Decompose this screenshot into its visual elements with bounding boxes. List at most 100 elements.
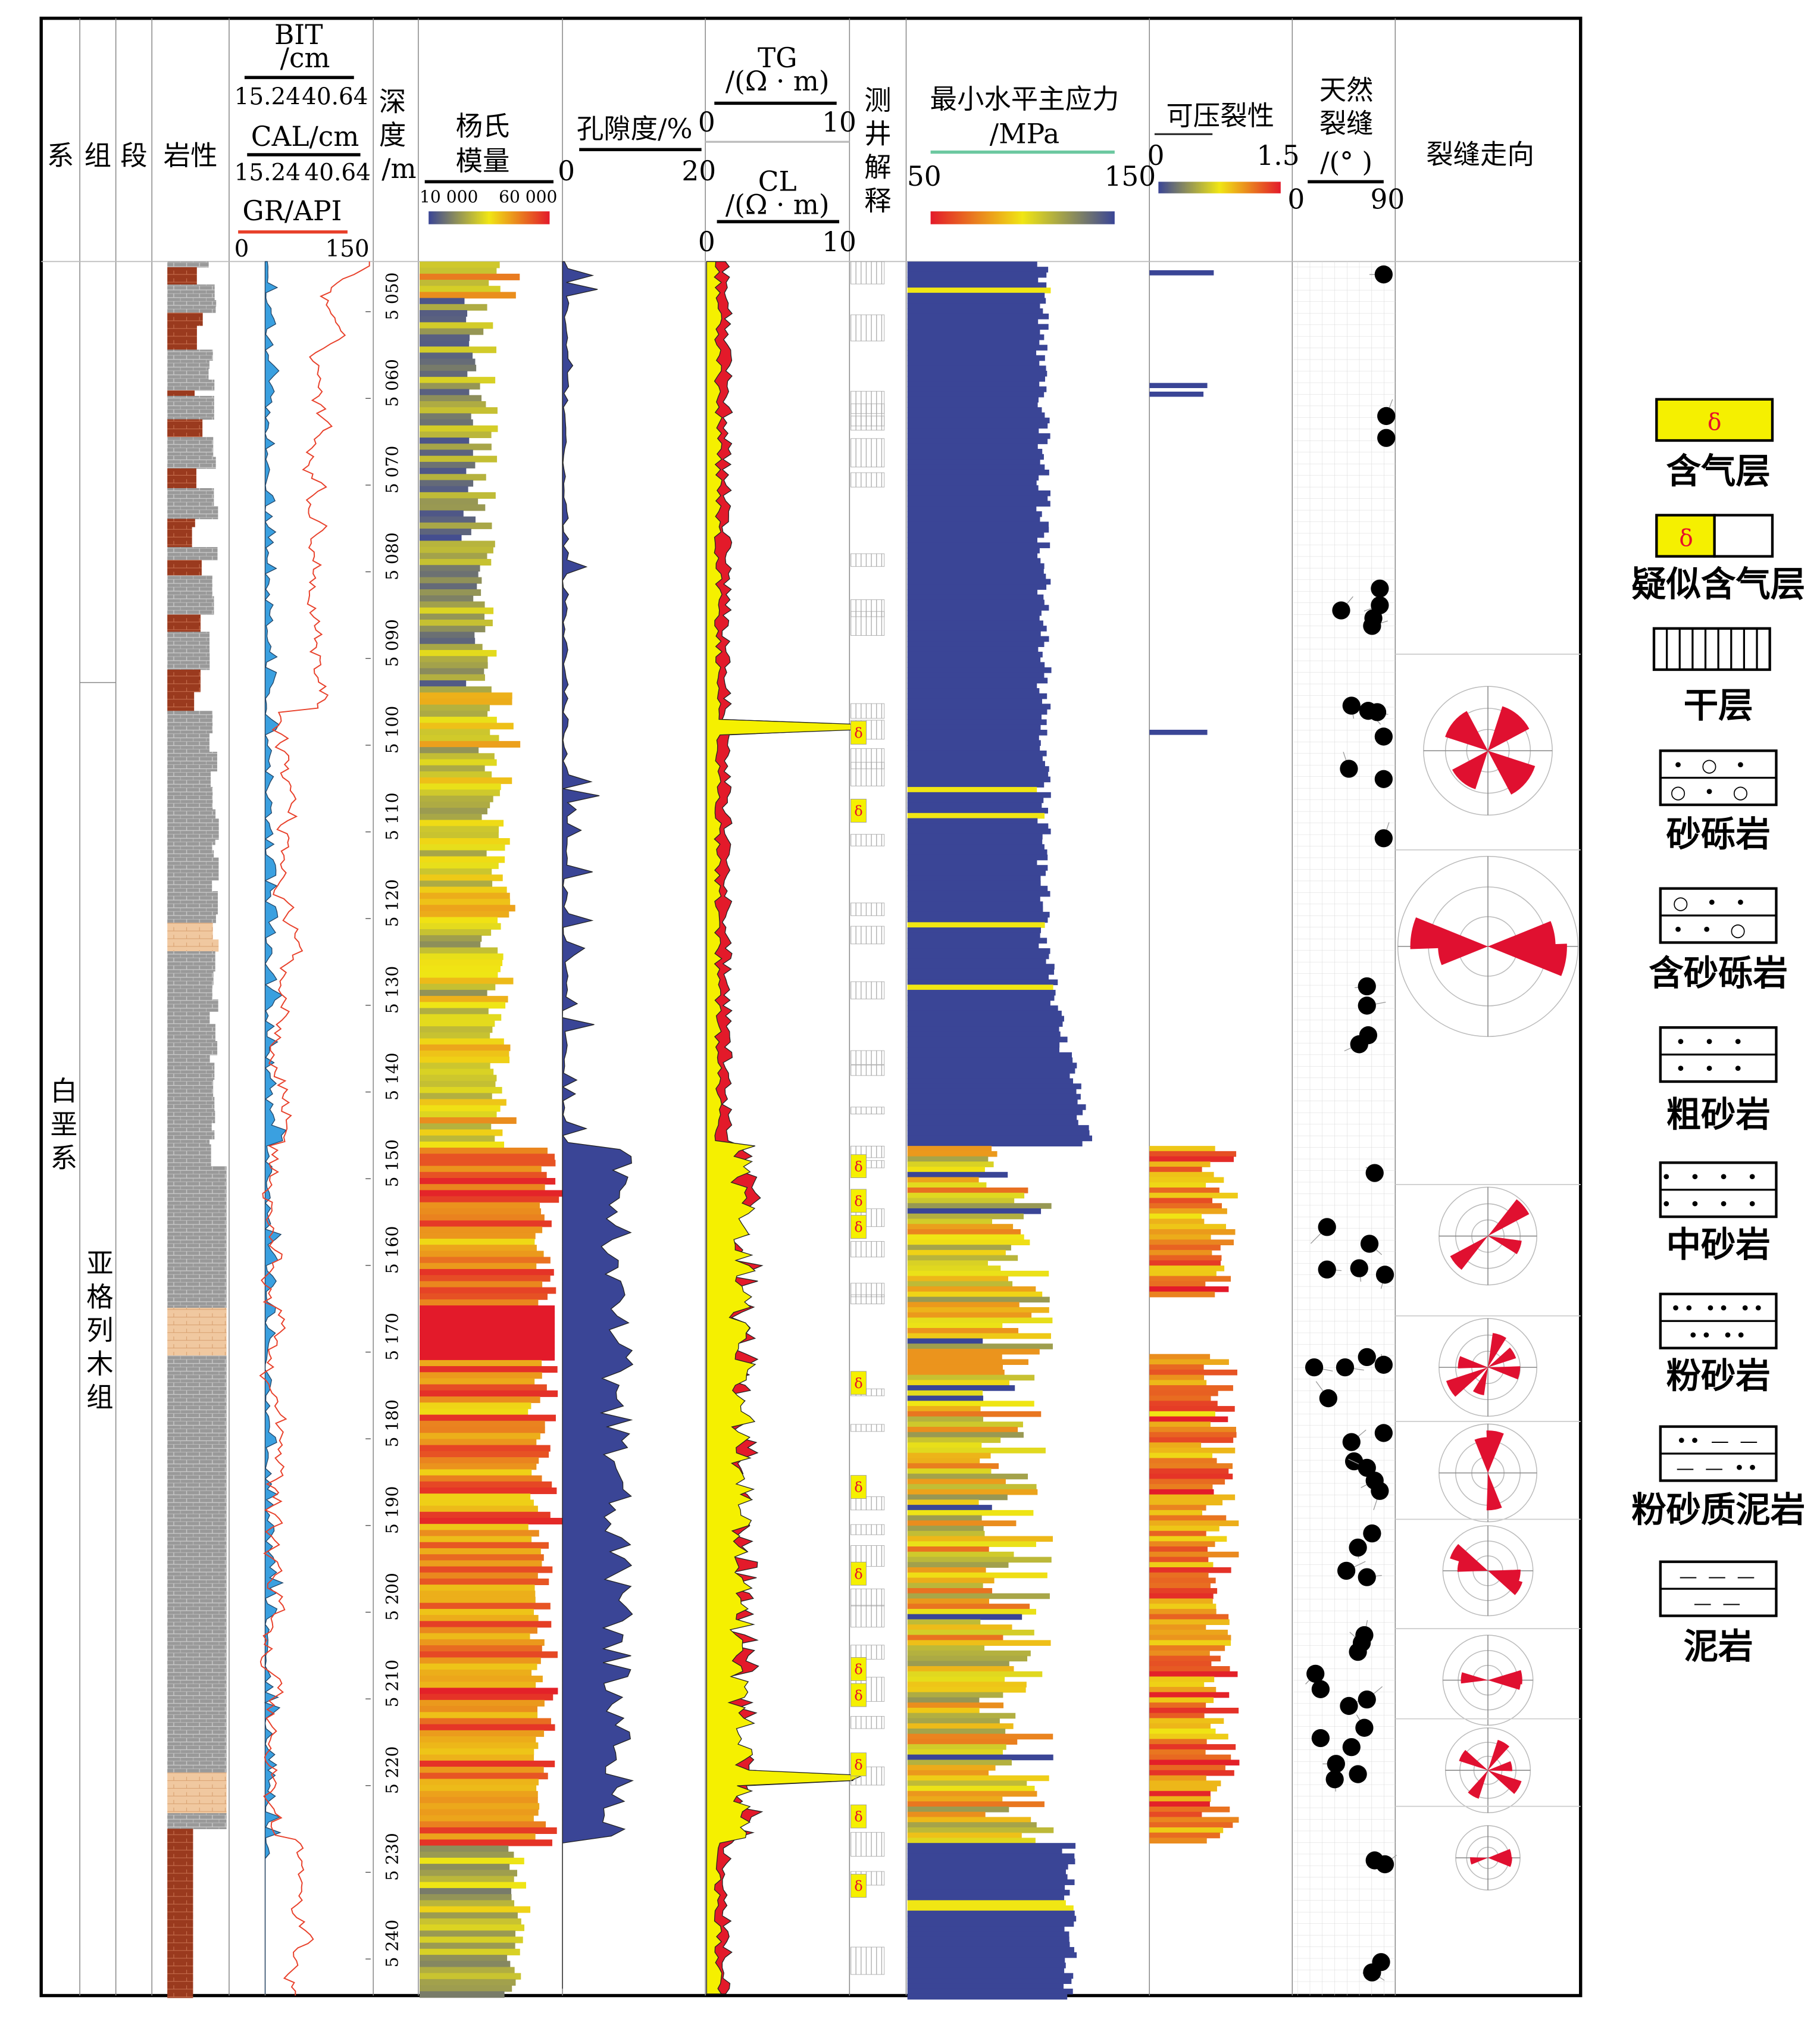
lithology-bed xyxy=(167,771,211,788)
stress-band xyxy=(907,948,1050,954)
rose-diagram xyxy=(1395,1718,1581,1814)
fracability-band xyxy=(1149,1718,1224,1724)
stress-band xyxy=(907,1604,1030,1610)
lithology-bed xyxy=(167,1923,193,1939)
youngs-modulus-band xyxy=(420,577,482,584)
fracture-dip-dot xyxy=(1306,1664,1325,1683)
gas-layer: δ xyxy=(850,1561,867,1586)
fracability-band xyxy=(1149,1775,1206,1782)
stress-band xyxy=(907,1572,1047,1579)
rose-petal xyxy=(1488,1849,1512,1859)
stress-band xyxy=(907,672,1045,679)
stress-band xyxy=(907,1931,1070,1938)
youngs-modulus-band xyxy=(420,1851,514,1858)
header-depth-unit: /m xyxy=(381,153,416,185)
lithology-bed xyxy=(167,1648,227,1655)
stress-band xyxy=(907,1452,991,1459)
gas-layer-fill xyxy=(850,1371,867,1395)
gas-symbol-icon: δ xyxy=(854,1158,862,1175)
dry-layer xyxy=(850,902,885,916)
stress-band xyxy=(907,267,1049,273)
youngs-modulus-band xyxy=(420,959,503,967)
youngs-modulus-band xyxy=(420,1530,539,1537)
header-nf-1: 天然 xyxy=(1319,74,1374,106)
dry-layer xyxy=(850,1605,885,1627)
fracability-band xyxy=(1149,1562,1214,1568)
fracability-band xyxy=(1149,1546,1208,1552)
depth-label: 5 240 xyxy=(382,1920,402,1967)
lithology-bed xyxy=(167,306,216,313)
header-tg: TG xyxy=(758,42,798,74)
fracability-band xyxy=(1149,270,1214,276)
lithology-bed xyxy=(167,1628,227,1643)
stress-band xyxy=(907,1536,1053,1542)
youngs-modulus-band xyxy=(420,316,467,323)
youngs-modulus-band xyxy=(420,1803,540,1810)
gas-layer: δ xyxy=(850,1189,867,1213)
stress-band xyxy=(907,1135,1093,1142)
stress-band xyxy=(907,802,1042,808)
youngs-modulus-band xyxy=(420,1833,536,1840)
fracability-band xyxy=(1149,1614,1229,1620)
fracability-band xyxy=(1149,1208,1227,1214)
gas-layer-fill xyxy=(850,1561,867,1586)
lithology-bed xyxy=(167,1610,227,1629)
header-fracability: 可压裂性 xyxy=(1166,100,1274,132)
youngs-modulus-band xyxy=(420,777,512,785)
dry-layer xyxy=(850,1064,885,1076)
stress-band xyxy=(907,630,1041,637)
fracability-band xyxy=(1149,1432,1237,1438)
stress-band xyxy=(907,1806,1009,1813)
lithology-bed xyxy=(167,939,219,952)
stress-band xyxy=(907,1588,993,1594)
youngs-modulus-band xyxy=(420,1948,520,1955)
gas-layer-fill xyxy=(850,720,867,745)
youngs-modulus-band xyxy=(420,1378,535,1385)
gas-layer-fill xyxy=(850,1683,867,1707)
youngs-modulus-band xyxy=(420,1839,552,1846)
header-interp-0: 测 xyxy=(864,85,891,116)
youngs-modulus-band xyxy=(420,771,492,778)
stress-band xyxy=(907,521,1049,527)
fracability-band xyxy=(1149,1188,1219,1193)
stress-band xyxy=(907,1447,1046,1454)
stress-band xyxy=(907,688,1040,694)
youngs-modulus-band xyxy=(420,898,511,906)
header-gr: GR/API xyxy=(242,195,342,227)
legend-label: 中砂岩 xyxy=(1666,1224,1771,1265)
youngs-modulus-band xyxy=(420,1621,552,1628)
stress-band xyxy=(907,1765,996,1771)
stress-band xyxy=(907,1614,1022,1620)
youngs-modulus-band xyxy=(420,613,485,620)
stress-band xyxy=(907,1411,1042,1417)
fracability-band xyxy=(1149,1754,1231,1761)
fracture-dip-dot xyxy=(1340,1696,1358,1715)
stress-band xyxy=(907,1515,982,1521)
youngs-modulus-band xyxy=(420,905,515,912)
lithology-bed xyxy=(167,844,212,851)
stress-band xyxy=(907,808,1048,814)
stress-band xyxy=(907,1083,1081,1089)
legend-label: 粉砂岩 xyxy=(1666,1355,1771,1396)
depth-label: 5 180 xyxy=(382,1399,402,1447)
youngs-modulus-band xyxy=(420,1263,537,1270)
youngs-modulus-band xyxy=(420,1596,536,1604)
stress-band xyxy=(907,813,1045,819)
lithology-bed xyxy=(167,914,216,923)
lithology-bed xyxy=(167,1055,210,1063)
youngs-modulus-band xyxy=(420,1245,537,1252)
youngs-modulus-band xyxy=(420,474,486,481)
stress-band xyxy=(907,1874,1068,1880)
stress-band xyxy=(907,1000,1050,1007)
stress-band xyxy=(907,1218,993,1225)
stress-band xyxy=(907,1463,999,1469)
youngs-modulus-band xyxy=(420,468,467,475)
track-headers: 系组段岩性BIT/cm15.24 40.64CAL/cm15.24 40.64GR/… xyxy=(39,16,1583,1998)
stress-band xyxy=(907,620,1043,627)
stress-band xyxy=(907,1171,1008,1178)
stress-band xyxy=(907,1021,1063,1027)
stress-band xyxy=(907,349,1037,356)
rose-petal xyxy=(1472,1367,1488,1396)
lithology-bed xyxy=(167,1111,215,1123)
youngs-modulus-band xyxy=(420,656,488,663)
